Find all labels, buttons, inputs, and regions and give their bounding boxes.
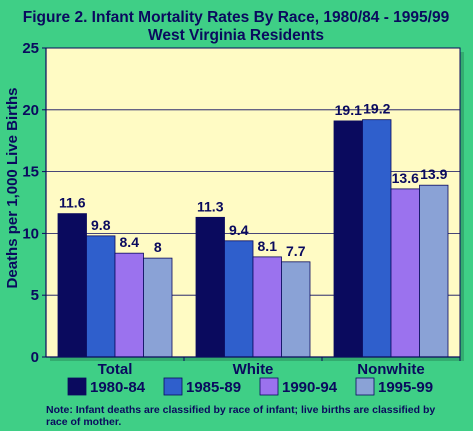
y-tick-label: 10 xyxy=(22,225,39,242)
legend-label: 1990-94 xyxy=(282,379,338,396)
data-label: 8.1 xyxy=(258,238,278,254)
bar xyxy=(195,216,225,358)
y-tick-label: 15 xyxy=(22,164,39,181)
legend-label: 1995-99 xyxy=(378,379,433,396)
bar xyxy=(281,261,311,358)
bar xyxy=(114,252,144,358)
chart-title: Figure 2. Infant Mortality Rates By Race… xyxy=(23,9,450,26)
bar xyxy=(362,119,392,358)
legend-swatch xyxy=(259,377,279,396)
data-label: 8.4 xyxy=(120,234,140,250)
y-axis-label: Deaths per 1,000 Live Births xyxy=(4,88,21,289)
legend-label: 1980-84 xyxy=(90,379,146,396)
y-tick-label: 25 xyxy=(22,40,39,57)
data-label: 11.6 xyxy=(59,195,86,211)
bar xyxy=(390,188,420,358)
x-category-label: Total xyxy=(98,361,133,378)
legend-swatch xyxy=(163,377,183,396)
y-tick-label: 0 xyxy=(31,349,39,366)
bar xyxy=(57,213,87,358)
legend-swatch xyxy=(355,377,375,396)
data-label: 13.6 xyxy=(392,170,419,186)
data-label: 8 xyxy=(154,239,162,255)
chart-note-line-2: race of mother. xyxy=(46,416,121,428)
legend-swatch xyxy=(67,377,87,396)
data-label: 19.1 xyxy=(335,102,362,118)
chart-subtitle: West Virginia Residents xyxy=(148,27,324,44)
legend-label: 1985-89 xyxy=(186,379,241,396)
bar xyxy=(143,257,173,358)
data-label: 11.3 xyxy=(197,198,224,214)
y-tick-label: 5 xyxy=(31,287,39,304)
bar xyxy=(419,184,449,358)
bar xyxy=(333,120,363,358)
data-label: 13.9 xyxy=(420,166,447,182)
chart-legend: 1980-84 1985-89 1990-94 1995-99 xyxy=(67,377,433,396)
x-category-label: Nonwhite xyxy=(357,361,425,378)
data-label: 7.7 xyxy=(286,243,306,259)
y-tick-label: 20 xyxy=(22,102,39,119)
bar xyxy=(252,256,282,358)
plot-area: 0 5 10 15 20 25 11.6 9.8 8.4 8 Total 11.3 9.4 8.1 7.7 W… xyxy=(22,40,464,378)
data-label: 9.8 xyxy=(91,217,111,233)
bar xyxy=(224,240,254,358)
chart-note-line-1: Note: Infant deaths are classified by ra… xyxy=(46,404,435,416)
data-label: 9.4 xyxy=(229,222,249,238)
bar xyxy=(86,235,116,358)
data-label: 19.2 xyxy=(363,101,390,117)
x-category-label: White xyxy=(233,361,274,378)
